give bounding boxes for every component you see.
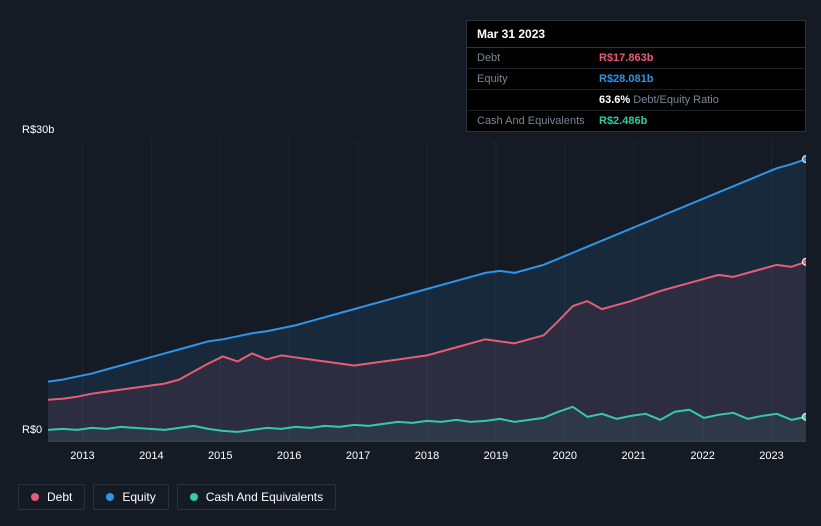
legend-label: Debt <box>47 490 72 504</box>
x-axis-tick: 2020 <box>530 450 599 462</box>
legend-item[interactable]: Debt <box>18 484 85 510</box>
legend-dot-icon <box>190 493 198 501</box>
legend-label: Cash And Equivalents <box>206 490 323 504</box>
tooltip-row-value: R$28.081b <box>599 73 653 85</box>
line-chart[interactable] <box>48 140 806 442</box>
tooltip-date: Mar 31 2023 <box>467 21 805 48</box>
chart-legend: Debt Equity Cash And Equivalents <box>18 484 336 510</box>
tooltip-row-label: Equity <box>477 73 599 85</box>
tooltip-row: 63.6% Debt/Equity Ratio <box>467 90 805 111</box>
x-axis-tick: 2018 <box>393 450 462 462</box>
x-axis-tick: 2015 <box>186 450 255 462</box>
legend-item[interactable]: Cash And Equivalents <box>177 484 336 510</box>
y-axis-label: R$30b <box>22 124 54 136</box>
tooltip-row: DebtR$17.863b <box>467 48 805 69</box>
chart-tooltip: Mar 31 2023 DebtR$17.863bEquityR$28.081b… <box>466 20 806 132</box>
x-axis-tick: 2013 <box>48 450 117 462</box>
tooltip-row-sub: Debt/Equity Ratio <box>630 94 719 106</box>
y-axis-label: R$0 <box>22 424 42 436</box>
tooltip-row-label: Cash And Equivalents <box>477 115 599 127</box>
tooltip-row: Cash And EquivalentsR$2.486b <box>467 111 805 131</box>
legend-item[interactable]: Equity <box>93 484 168 510</box>
tooltip-row: EquityR$28.081b <box>467 69 805 90</box>
x-axis-tick: 2021 <box>599 450 668 462</box>
x-axis-tick: 2016 <box>255 450 324 462</box>
legend-dot-icon <box>31 493 39 501</box>
x-axis-tick: 2023 <box>737 450 806 462</box>
x-axis: 2013201420152016201720182019202020212022… <box>48 450 806 462</box>
x-axis-tick: 2019 <box>461 450 530 462</box>
tooltip-row-label <box>477 94 599 106</box>
legend-dot-icon <box>106 493 114 501</box>
tooltip-row-value: R$17.863b <box>599 52 653 64</box>
tooltip-row-label: Debt <box>477 52 599 64</box>
legend-label: Equity <box>122 490 155 504</box>
x-axis-tick: 2017 <box>324 450 393 462</box>
tooltip-row-value: R$2.486b <box>599 115 647 127</box>
tooltip-rows: DebtR$17.863bEquityR$28.081b63.6% Debt/E… <box>467 48 805 131</box>
tooltip-row-value: 63.6% Debt/Equity Ratio <box>599 94 719 106</box>
x-axis-tick: 2014 <box>117 450 186 462</box>
x-axis-tick: 2022 <box>668 450 737 462</box>
